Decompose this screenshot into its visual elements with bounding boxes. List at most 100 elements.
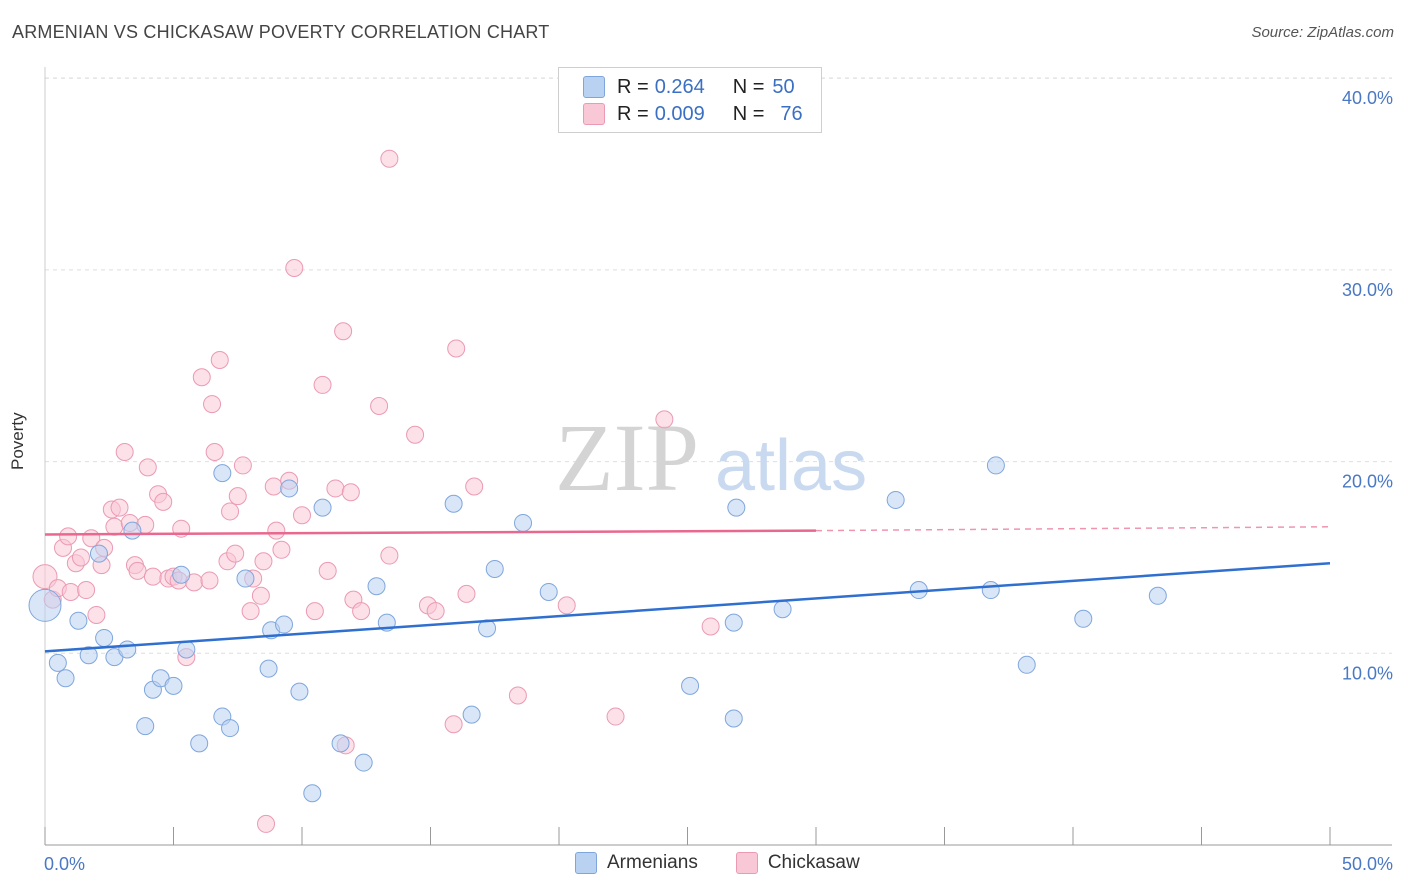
chickasaw-point [233,456,252,475]
armenians-n-label: N = [732,75,765,98]
chickasaw-point [380,149,399,168]
armenians-point [28,588,62,622]
armenians-point [724,613,743,632]
chickasaw-point [228,487,247,506]
chickasaw-r-value: 0.009 [654,102,705,125]
armenians-point [259,659,278,678]
legend-item-armenians[interactable]: Armenians [575,852,698,874]
armenians-point [313,498,332,517]
chickasaw-point [334,322,353,341]
legend-item-chickasaw[interactable]: Chickasaw [735,852,860,874]
chickasaw-r-label: R = [617,102,649,125]
chickasaw-point [105,517,124,536]
legend-row-armenians: R = 0.264 N = 50 [583,74,795,100]
chickasaw-point [241,602,260,621]
chickasaw-point [254,552,273,571]
chickasaw-point [655,410,674,429]
armenians-point [1148,586,1167,605]
armenians-point [221,719,240,738]
chickasaw-point [341,483,360,502]
armenians-point [303,784,322,803]
armenians-point [275,615,294,634]
chickasaw-point [264,477,283,496]
armenians-point [164,676,183,695]
chickasaw-point [285,258,304,277]
x-tick-label: 0.0% [44,854,85,874]
armenians-point [136,717,155,736]
armenians-point [981,581,1000,600]
chickasaw-point [77,581,96,600]
armenians-point [123,521,142,540]
chart-source: Source: ZipAtlas.com [1251,24,1394,41]
chickasaw-point [61,582,80,601]
chickasaw-trend-extension [815,526,1331,532]
armenians-point [89,544,108,563]
chickasaw-point [138,458,157,477]
armenians-point [177,640,196,659]
legend-row-chickasaw: R = 0.009 N = 76 [583,101,803,127]
chickasaw-point [205,443,224,462]
chickasaw-point [444,715,463,734]
armenians-point [1017,655,1036,674]
chickasaw-point [226,544,245,563]
axis-layer [44,67,1392,846]
correlation-legend: R = 0.264 N = 50 R = 0.009 N = 76 [558,67,822,133]
chickasaw-point [318,561,337,580]
armenians-point [773,600,792,619]
armenians-point [331,734,350,753]
chickasaw-point [71,548,90,567]
armenians-point [724,709,743,728]
armenians-point [354,753,373,772]
tick-label-layer: 10.0% 20.0% 30.0% 40.0% 0.0% 50.0% [44,88,1393,874]
chickasaw-n-value: 76 [780,102,803,125]
armenians-trend-line [44,561,1331,653]
chickasaw-point [115,443,134,462]
armenians-point [462,705,481,724]
armenians-point [118,640,137,659]
chickasaw-swatch [583,103,605,125]
chickasaw-point [426,602,445,621]
armenians-point [485,559,504,578]
chickasaw-point [606,707,625,726]
armenians-point [727,498,746,517]
chickasaw-point [221,502,240,521]
armenians-r-value: 0.264 [654,75,705,98]
watermark-zip: ZIP [555,404,699,511]
y-tick-label: 30.0% [1342,280,1393,300]
chickasaw-point [59,527,78,546]
chickasaw-point [128,561,147,580]
chickasaw-point [267,521,286,540]
y-tick-label: 40.0% [1342,88,1393,108]
armenians-point [213,464,232,483]
grid-layer [45,77,1392,654]
armenians-point [79,646,98,665]
watermark-atlas: atlas [715,426,867,506]
armenians-legend-label: Armenians [607,852,698,873]
armenians-point [69,611,88,630]
chickasaw-point [87,605,106,624]
armenians-point [56,669,75,688]
chart-title: ARMENIAN VS CHICKASAW POVERTY CORRELATIO… [12,22,550,42]
watermark: ZIP atlas [555,404,867,511]
armenians-points [28,456,1167,803]
armenians-r-label: R = [617,75,649,98]
armenians-point [236,569,255,588]
chickasaw-point [326,479,345,498]
armenians-swatch [583,76,605,98]
chickasaw-point [508,686,527,705]
chickasaw-point [203,395,222,414]
chickasaw-point [457,584,476,603]
chickasaw-point [447,339,466,358]
armenians-point [886,490,905,509]
y-tick-label: 20.0% [1342,472,1393,492]
chickasaw-n-label: N = [732,102,765,125]
chickasaw-point [192,368,211,387]
armenians-point [280,479,299,498]
chickasaw-trend-line [44,529,817,536]
armenians-point [95,628,114,647]
armenians-point [172,565,191,584]
trend-layer [44,526,1331,653]
chickasaw-point [110,498,129,517]
armenians-point [986,456,1005,475]
